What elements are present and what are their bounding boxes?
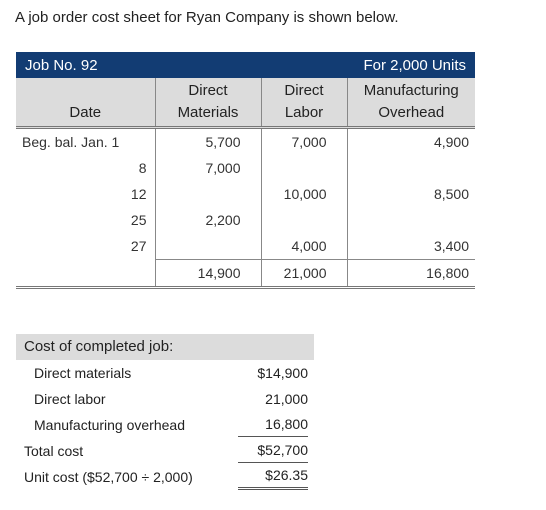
header-direct-labor: Direct Labor: [260, 78, 347, 129]
summary-label: Manufacturing overhead: [34, 417, 185, 433]
row-materials: 7,000: [154, 155, 261, 181]
summary-value: $52,700: [238, 438, 308, 463]
header-row: Date Direct Materials Direct Labor Manuf…: [16, 78, 475, 129]
summary-line: Unit cost ($52,700 ÷ 2,000) $26.35: [16, 464, 316, 490]
cost-table: Date Direct Materials Direct Labor Manuf…: [16, 78, 475, 289]
table-row: 25 2,200: [16, 207, 475, 233]
summary-value: $14,900: [257, 365, 308, 381]
row-overhead: [346, 207, 475, 233]
row-materials: [154, 181, 261, 207]
summary-label: Total cost: [24, 443, 84, 459]
row-labor: [260, 155, 347, 181]
summary-label: Direct labor: [34, 391, 106, 407]
summary-value: 21,000: [265, 391, 308, 407]
totals-row: 14,900 21,000 16,800: [16, 259, 475, 289]
table-row: 27 4,000 3,400: [16, 233, 475, 260]
table-row: Beg. bal. Jan. 1 5,700 7,000 4,900: [16, 127, 475, 155]
row-date: 27: [130, 238, 147, 255]
header-manufacturing-overhead: Manufacturing Overhead: [346, 78, 475, 129]
summary-line: Direct materials $14,900: [16, 360, 316, 386]
row-overhead: [346, 155, 475, 181]
table-row: 12 10,000 8,500: [16, 181, 475, 207]
summary-heading: Cost of completed job:: [16, 334, 314, 360]
row-overhead: 4,900: [346, 127, 475, 155]
row-labor: 7,000: [260, 127, 347, 155]
totals-spacer: [16, 259, 155, 289]
header-direct-materials: Direct Materials: [154, 78, 261, 129]
row-date: 8: [138, 160, 147, 176]
summary-label: Unit cost ($52,700 ÷ 2,000): [24, 469, 193, 485]
summary-line: Direct labor 21,000: [16, 386, 316, 412]
summary-line: Total cost $52,700: [16, 438, 316, 464]
row-materials: 2,200: [154, 207, 261, 233]
summary-value: 16,800: [238, 412, 308, 437]
intro-text: A job order cost sheet for Ryan Company …: [15, 9, 399, 26]
row-overhead: 8,500: [346, 181, 475, 207]
job-number: Job No. 92: [25, 56, 98, 74]
summary-label: Direct materials: [34, 365, 132, 381]
job-cost-sheet: Job No. 92 For 2,000 Units Date Direct M…: [16, 52, 475, 289]
row-materials: 5,700: [154, 127, 261, 155]
total-overhead: 16,800: [346, 259, 475, 289]
sheet-title-bar: Job No. 92 For 2,000 Units: [16, 52, 475, 78]
row-labor: 4,000: [260, 233, 347, 260]
table-row: 8 7,000: [16, 155, 475, 181]
summary-line: Manufacturing overhead 16,800: [16, 412, 316, 438]
summary-value: $26.35: [238, 464, 308, 490]
units-label: For 2,000 Units: [363, 56, 466, 74]
completed-job-summary: Cost of completed job: Direct materials …: [16, 334, 316, 490]
total-labor: 21,000: [260, 259, 347, 289]
row-overhead: 3,400: [346, 233, 475, 260]
row-date: Beg. bal. Jan. 1: [22, 134, 120, 150]
header-date: Date: [16, 78, 155, 129]
row-labor: [260, 207, 347, 233]
row-date: 12: [130, 186, 147, 202]
row-labor: 10,000: [260, 181, 347, 207]
total-materials: 14,900: [154, 259, 261, 289]
row-date: 25: [130, 212, 147, 228]
row-materials: [154, 233, 261, 260]
